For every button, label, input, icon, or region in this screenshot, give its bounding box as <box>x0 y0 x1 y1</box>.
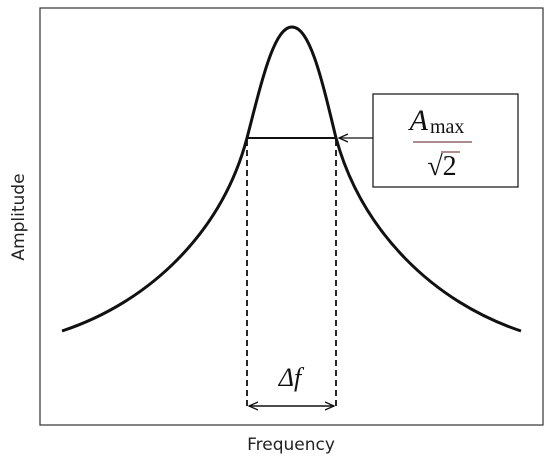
x-axis-label: Frequency <box>247 435 335 455</box>
annotation-box <box>372 93 519 188</box>
plot-frame <box>39 7 544 426</box>
amplitude-symbol: A <box>408 104 429 137</box>
amplitude-subscript: max <box>430 116 464 138</box>
divisor: √2 <box>427 151 456 182</box>
bandwidth-label: Δf <box>278 363 305 392</box>
resonance-curve <box>61 25 522 333</box>
y-axis-label: Amplitude <box>9 173 29 260</box>
